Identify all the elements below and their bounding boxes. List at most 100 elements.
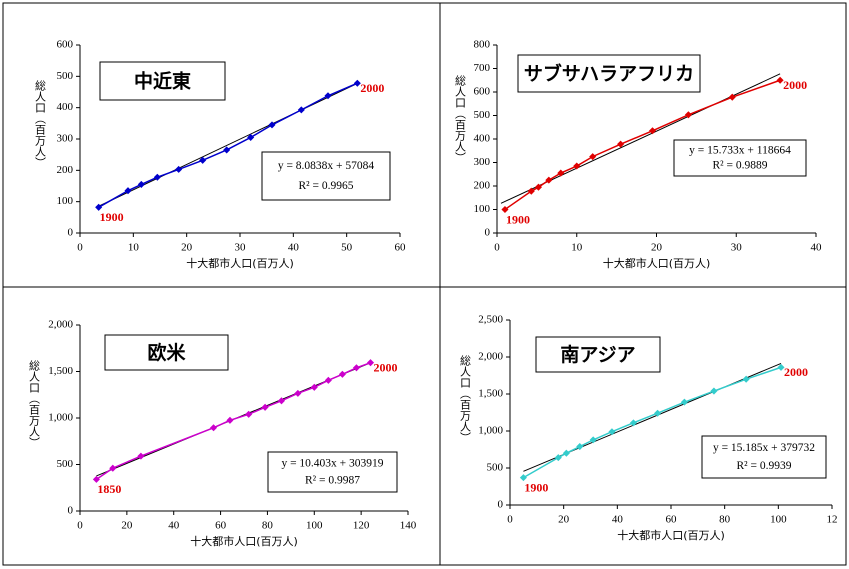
x-tick-label: 60 — [215, 520, 227, 532]
y-tick-label: 600 — [57, 39, 74, 51]
y-tick-label: 200 — [474, 180, 491, 192]
data-point — [153, 173, 161, 181]
y-tick-label: 300 — [57, 133, 74, 145]
data-point — [226, 416, 234, 424]
y-tick-label: 300 — [474, 156, 491, 168]
start-label: 1900 — [506, 212, 530, 226]
y-tick-label: 1,500 — [478, 388, 503, 400]
y-tick-label: 1,500 — [48, 365, 73, 377]
start-label: 1900 — [100, 210, 124, 224]
y-tick-label: 2,000 — [478, 351, 503, 363]
data-point — [648, 127, 657, 135]
x-axis-title: 十大都市人口(百万人) — [190, 534, 298, 548]
y-axis-title: 総人口（百万人） — [34, 79, 47, 168]
data-point — [124, 187, 132, 195]
x-tick-label: 20 — [651, 242, 663, 254]
data-point — [95, 203, 103, 211]
data-point — [137, 180, 145, 188]
x-tick-label: 10 — [128, 242, 140, 254]
panel-title: サブサハラアフリカ — [524, 62, 694, 85]
x-tick-label: 12 — [827, 514, 838, 526]
y-tick-label: 500 — [57, 458, 74, 470]
x-tick-label: 120 — [353, 520, 370, 532]
r-squared: R² = 0.9987 — [305, 474, 360, 486]
panel-title: 南アジア — [560, 344, 635, 366]
y-axis-title: 総人口（百万人） — [459, 354, 472, 443]
x-tick-label: 10 — [571, 242, 583, 254]
equation-box — [267, 451, 398, 493]
data-point — [562, 449, 570, 457]
data-point — [545, 176, 553, 184]
data-point — [338, 370, 346, 378]
data-point — [109, 464, 117, 472]
y-tick-label: 100 — [474, 203, 491, 215]
r-squared: R² = 0.9965 — [299, 180, 354, 192]
y-tick-label: 400 — [57, 101, 74, 113]
data-point — [617, 140, 625, 148]
data-point — [684, 111, 692, 119]
data-point — [324, 92, 332, 100]
y-tick-label: 800 — [474, 39, 491, 51]
x-tick-label: 20 — [558, 514, 570, 526]
equation: y = 8.0838x + 57084 — [278, 160, 375, 172]
data-point — [501, 205, 509, 214]
data-point — [742, 375, 750, 383]
y-tick-label: 0 — [68, 227, 74, 239]
data-point — [776, 76, 784, 84]
x-tick-label: 40 — [288, 242, 300, 254]
y-tick-label: 0 — [68, 505, 74, 517]
x-tick-label: 0 — [77, 242, 83, 254]
data-point — [629, 419, 637, 427]
end-label: 2000 — [783, 78, 807, 92]
data-point — [310, 383, 318, 391]
data-point — [247, 133, 255, 141]
data-point — [589, 153, 597, 161]
y-tick-label: 500 — [487, 462, 504, 474]
data-point — [589, 436, 597, 444]
y-tick-label: 500 — [474, 109, 491, 121]
data-point — [353, 79, 361, 87]
y-tick-label: 2,500 — [478, 314, 503, 326]
data-point — [728, 93, 736, 101]
x-tick-label: 60 — [666, 514, 678, 526]
x-tick-label: 50 — [341, 242, 353, 254]
data-point — [92, 475, 100, 483]
data-point — [576, 443, 584, 451]
x-tick-label: 20 — [181, 242, 193, 254]
y-tick-label: 600 — [474, 86, 491, 98]
equation-box — [701, 435, 827, 479]
x-tick-label: 100 — [306, 520, 323, 532]
x-axis-title: 十大都市人口(百万人) — [603, 256, 711, 270]
y-tick-label: 200 — [57, 164, 74, 176]
start-label: 1850 — [97, 482, 121, 496]
x-axis-title: 十大都市人口(百万人) — [617, 528, 725, 542]
data-point — [680, 398, 688, 406]
x-tick-label: 80 — [719, 514, 731, 526]
y-tick-label: 0 — [498, 499, 504, 511]
data-point — [210, 424, 218, 432]
data-point — [557, 169, 565, 177]
y-tick-label: 500 — [57, 70, 74, 82]
title-box — [104, 334, 229, 371]
end-label: 2000 — [784, 365, 808, 379]
equation-box — [261, 151, 391, 201]
x-tick-label: 40 — [168, 520, 180, 532]
equation: y = 10.403x + 303919 — [281, 458, 383, 470]
y-axis-title: 総人口（百万人） — [28, 359, 41, 448]
data-point — [534, 183, 543, 191]
start-label: 1900 — [524, 480, 548, 494]
y-axis-title: 総人口（百万人） — [454, 74, 467, 163]
title-box — [535, 336, 661, 373]
x-tick-label: 140 — [400, 520, 417, 532]
data-point — [297, 106, 305, 114]
data-point — [366, 359, 375, 367]
data-point — [268, 121, 276, 129]
data-point — [199, 156, 207, 164]
data-point — [352, 364, 360, 372]
data-point — [777, 363, 785, 371]
data-point — [175, 165, 183, 173]
x-tick-label: 40 — [811, 242, 823, 254]
panel-title: 中近東 — [134, 70, 191, 93]
